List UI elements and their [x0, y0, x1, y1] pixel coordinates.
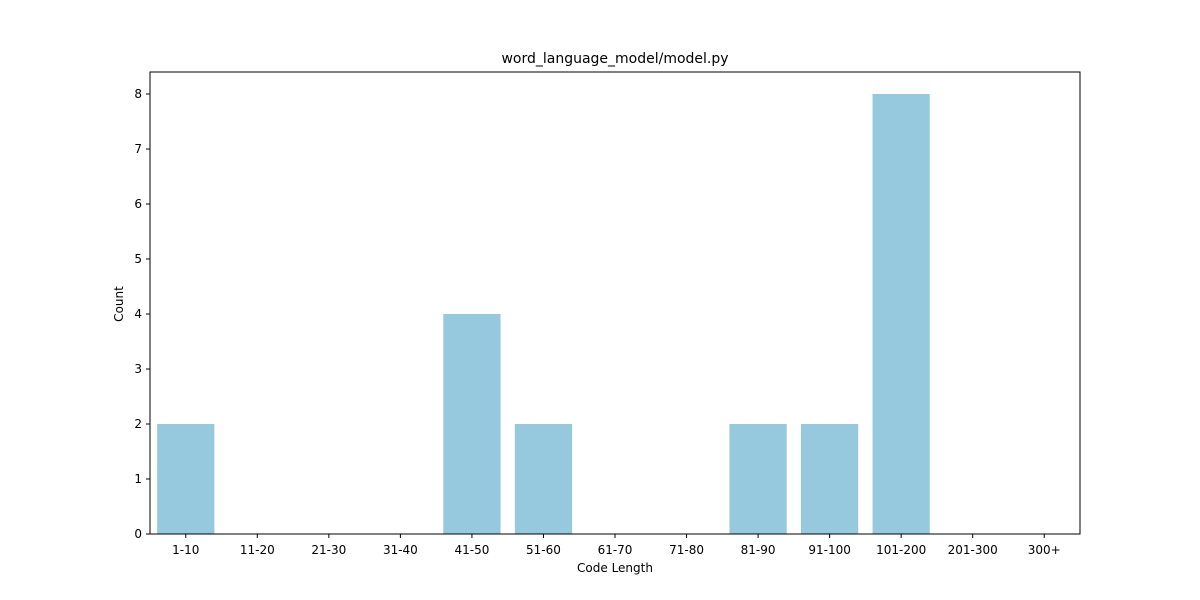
x-tick-label: 61-70: [598, 543, 633, 557]
bar-101-200: [872, 94, 930, 534]
x-tick-label: 101-200: [876, 543, 926, 557]
chart-title: word_language_model/model.py: [501, 51, 728, 67]
y-ticks-group: 0 1 2 3 4 5 6 7 8: [134, 87, 150, 541]
y-axis-label: Count: [112, 286, 126, 322]
x-axis-label: Code Length: [577, 561, 653, 575]
bar-51-60: [514, 424, 573, 534]
x-tick-label: 11-20: [240, 543, 275, 557]
y-tick-label: 7: [134, 142, 142, 156]
y-tick-label: 1: [134, 472, 142, 486]
x-tick-label: 71-80: [669, 543, 704, 557]
y-tick-label: 0: [134, 527, 142, 541]
bar-41-50: [443, 314, 501, 534]
bars-group: [157, 94, 930, 534]
x-tick-label: 31-40: [383, 543, 418, 557]
plot-frame: [149, 71, 1081, 535]
x-tick-label: 41-50: [454, 543, 489, 557]
x-ticks-group: 1-10 11-20 21-30 31-40 41-50 51-60 61-70 71-80 8…: [172, 534, 1061, 557]
y-tick-label: 4: [134, 307, 142, 321]
y-tick-label: 3: [134, 362, 142, 376]
x-tick-label: 21-30: [311, 543, 346, 557]
y-tick-label: 2: [134, 417, 142, 431]
bar-81-90: [729, 424, 787, 534]
x-tick-label: 81-90: [741, 543, 776, 557]
bar-1-10: [157, 424, 215, 534]
y-tick-label: 8: [134, 87, 142, 101]
bar-91-100: [801, 424, 859, 534]
y-tick-label: 6: [134, 197, 142, 211]
x-tick-label: 201-300: [948, 543, 998, 557]
x-tick-label: 300+: [1028, 543, 1061, 557]
x-tick-label: 51-60: [526, 543, 561, 557]
axes-group: [149, 71, 1081, 535]
x-tick-label: 1-10: [172, 543, 199, 557]
y-tick-label: 5: [134, 252, 142, 266]
x-tick-label: 91-100: [808, 543, 851, 557]
